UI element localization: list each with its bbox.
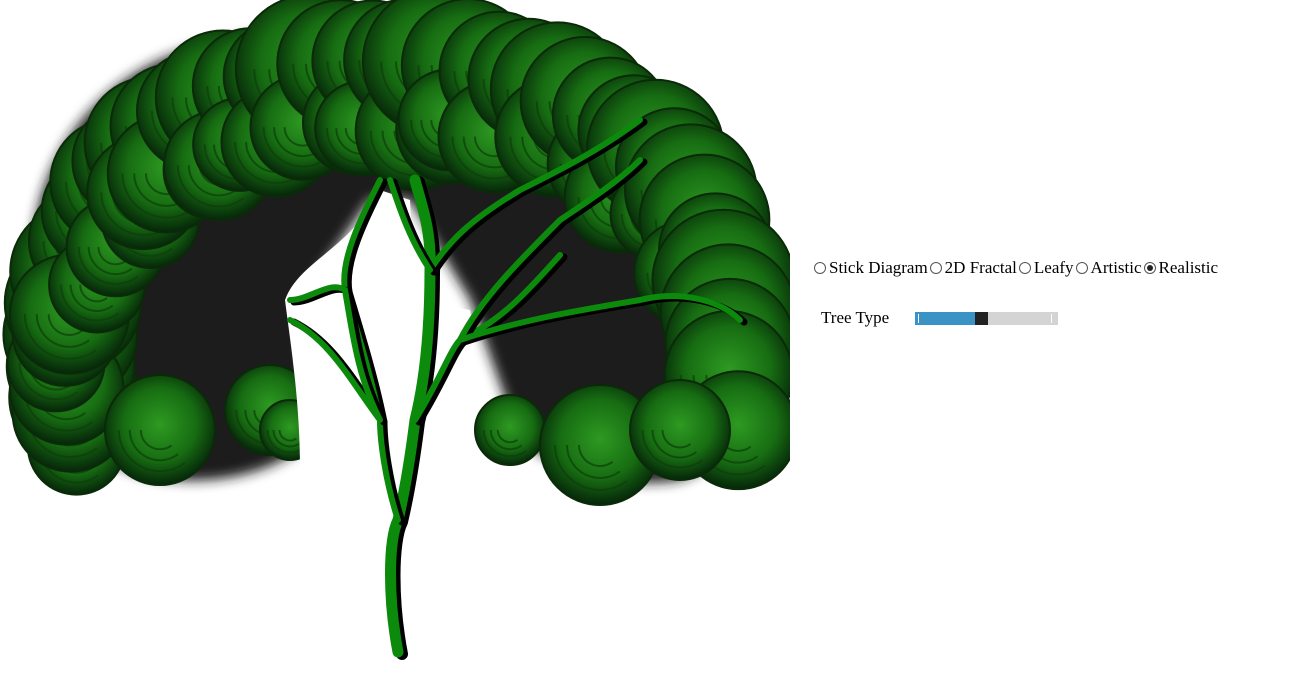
foliage-swirl [554,444,628,491]
radio-option-leafy[interactable]: Leafy [1017,258,1074,278]
radio-button[interactable] [1143,262,1156,274]
tree-type-label: Tree Type [821,308,890,327]
radio-label: Realistic [1158,258,1219,277]
foliage-swirl [266,429,305,454]
branch-shadow [344,178,388,296]
tree-branches [287,117,748,660]
branch-shadow [430,118,648,276]
radio-button[interactable] [929,262,942,274]
foliage-swirl [35,314,90,348]
foliage-swirl [97,246,127,266]
branch-shadow [290,285,388,426]
radio-option-realistic[interactable]: Realistic [1142,258,1218,278]
foliage-swirl [278,429,297,442]
foliage-swirl [18,362,79,401]
radio-option-2d-fractal[interactable]: 2D Fractal [928,258,1017,278]
foliage-swirl [272,429,301,448]
foliage-swirl [87,247,133,276]
foliage-blob [474,394,546,466]
branch [457,157,643,343]
controls-panel: Stick Diagram 2D Fractal Leafy Artistic … [812,258,1282,328]
foliage-blob [629,379,731,481]
render-mode-group: Stick Diagram 2D Fractal Leafy Artistic … [812,258,1282,278]
foliage-swirl [47,314,83,336]
foliage-swirl [489,429,523,451]
slider-tick-end [1051,313,1052,323]
foliage-swirl [139,429,173,451]
radio-label: Artistic [1090,258,1142,277]
slider-fill [915,311,975,325]
foliage-swirl [651,429,698,459]
radio-button[interactable] [1018,262,1031,274]
foliage-swirl [234,141,302,184]
foliage-swirl [641,429,704,469]
foliage-swirl [578,444,614,467]
branch [387,177,433,273]
branch [427,117,643,273]
branch [341,177,383,293]
foliage-swirl [69,284,114,312]
foliage-swirl [23,314,97,360]
foliage-swirl [60,284,120,322]
radio-label: Stick Diagram [829,258,928,277]
branch [287,284,383,423]
foliage-swirl [262,127,328,168]
tree-canvas [2,0,790,660]
foliage-swirl [117,429,186,473]
foliage-swirl [79,284,108,303]
foliage-blob [104,374,216,486]
radio-label: Leafy [1033,258,1074,277]
radio-button[interactable] [814,262,826,274]
tree-type-row: Tree Type [812,308,1282,328]
branch [287,317,383,423]
slider-tick-start [918,313,919,323]
foliage-swirl [176,165,245,208]
foliage-swirl [187,165,238,197]
radio-option-stick-diagram[interactable]: Stick Diagram [812,258,928,278]
radio-button[interactable] [1075,262,1088,274]
foliage-swirl [77,247,139,285]
branch [457,293,743,343]
branch-shadow [460,158,648,346]
foliage-swirl [121,173,194,219]
radio-option-artistic[interactable]: Artistic [1074,258,1142,278]
canopy-foliage [2,0,790,506]
foliage-swirl [482,429,527,458]
foliage-swirl [496,429,518,444]
slider-thumb[interactable] [975,311,988,325]
tree-type-slider[interactable] [915,311,1058,325]
foliage-swirl [566,444,621,479]
foliage-swirl [128,429,179,462]
foliage-swirl [661,429,692,449]
radio-label: 2D Fractal [944,258,1017,277]
